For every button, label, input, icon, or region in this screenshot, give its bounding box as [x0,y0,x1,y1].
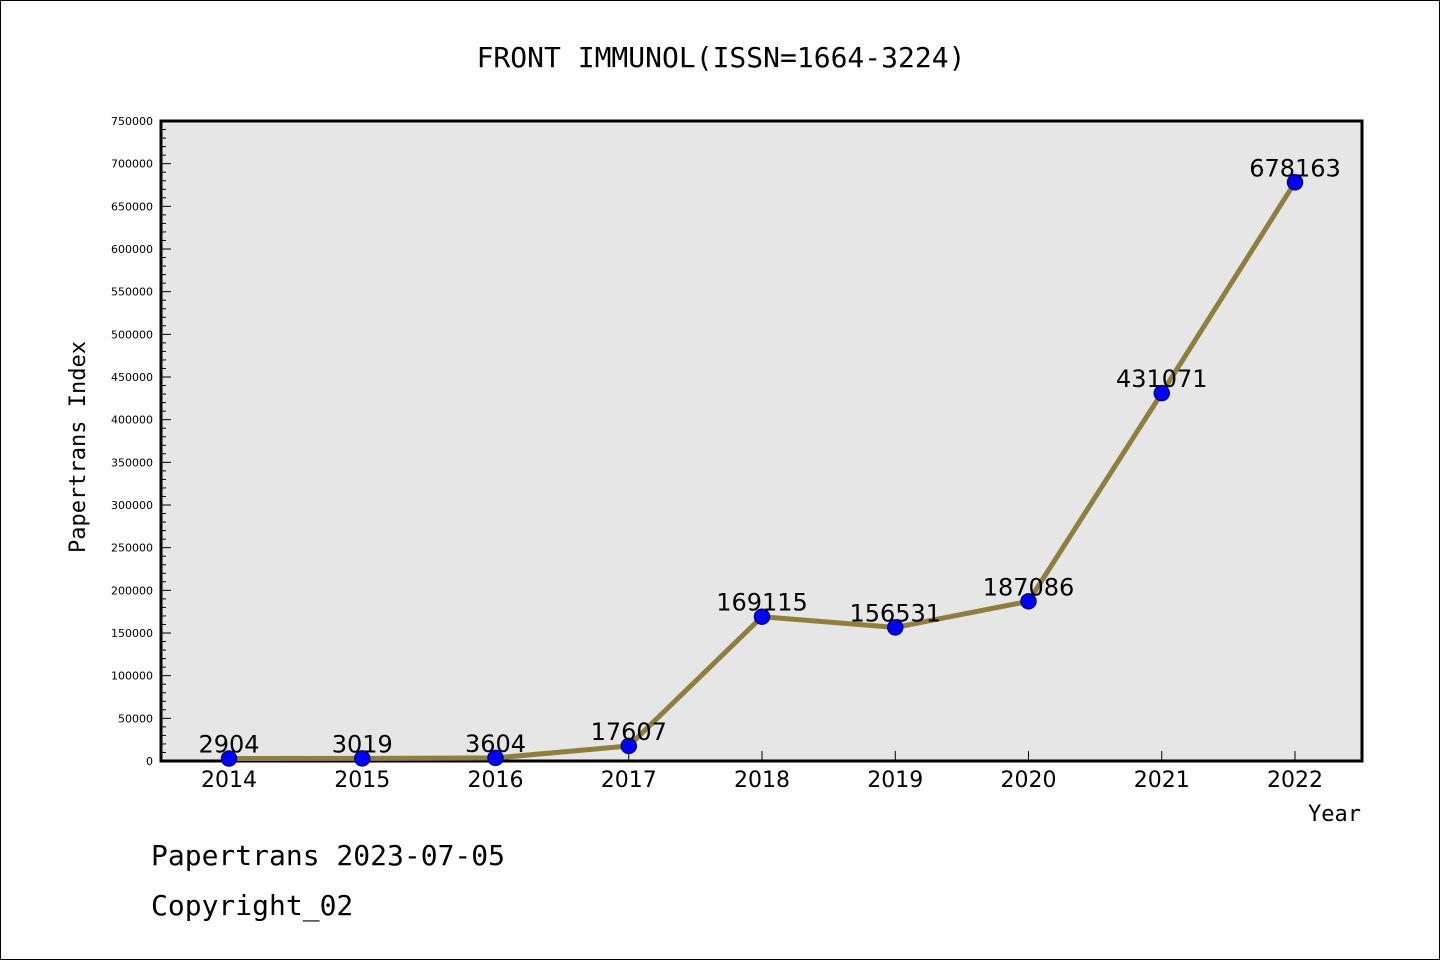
y-tick-label: 400000 [111,414,153,427]
data-label: 187086 [983,573,1075,601]
y-axis-label: Papertrans Index [66,341,91,553]
data-point [1153,384,1170,402]
y-tick-label: 200000 [111,584,153,597]
y-tick-label: 250000 [111,542,153,555]
data-point [354,750,371,767]
plot-area [159,119,1364,763]
data-label: 169115 [716,589,808,617]
x-tick-label: 2017 [601,768,657,793]
data-point [220,750,238,767]
x-tick-label: 2021 [1134,768,1190,793]
x-axis-label: Year [1308,802,1361,827]
data-point [1286,174,1304,191]
y-axis: 0 50000 100000 150000 200000 250000 300000 3500… [111,115,171,768]
x-tick-label: 2018 [734,768,790,793]
data-label: 3604 [465,730,526,758]
series-layer [220,174,1304,767]
y-tick-label: 450000 [111,371,153,384]
data-label: 17607 [591,718,667,746]
data-point [887,619,904,636]
data-point [620,737,637,755]
y-tick-label: 350000 [111,456,153,469]
data-label: 156531 [849,599,941,627]
data-label: 431071 [1116,365,1208,393]
data-label: 678163 [1249,154,1341,182]
y-tick-label: 700000 [111,158,153,171]
y-tick-label: 750000 [111,115,153,128]
y-tick-label: 500000 [111,328,153,341]
x-tick-label: 2020 [1001,768,1057,793]
x-tick-label: 2016 [468,768,524,793]
data-label: 2904 [198,731,259,759]
data-point [1020,593,1037,610]
y-tick-label: 0 [146,755,153,768]
y-tick-label: 550000 [111,286,153,299]
footer-copyright-text: Copyright_02 [151,889,353,923]
x-tick-label: 2019 [867,768,923,793]
y-tick-label: 150000 [111,627,153,640]
y-tick-label: 300000 [111,499,153,512]
y-tick-label: 50000 [118,712,153,725]
y-tick-label: 600000 [111,243,153,256]
footer-date-text: Papertrans 2023-07-05 [151,839,505,872]
chart-title: FRONT IMMUNOL(ISSN=1664-3224) [477,41,966,74]
data-point [487,749,504,767]
x-axis: 2014 2015 2016 2017 2018 2019 2020 2021 2022 [201,751,1323,793]
data-label: 3019 [332,730,393,758]
data-labels: 2904 3019 3604 17607 169115 156531 187086 43107… [198,154,1340,758]
x-tick-label: 2015 [334,768,390,793]
x-tick-label: 2014 [201,768,257,793]
x-tick-label: 2022 [1267,768,1323,793]
data-point [753,608,771,625]
y-tick-label: 100000 [111,670,153,683]
y-tick-label: 650000 [111,200,153,213]
